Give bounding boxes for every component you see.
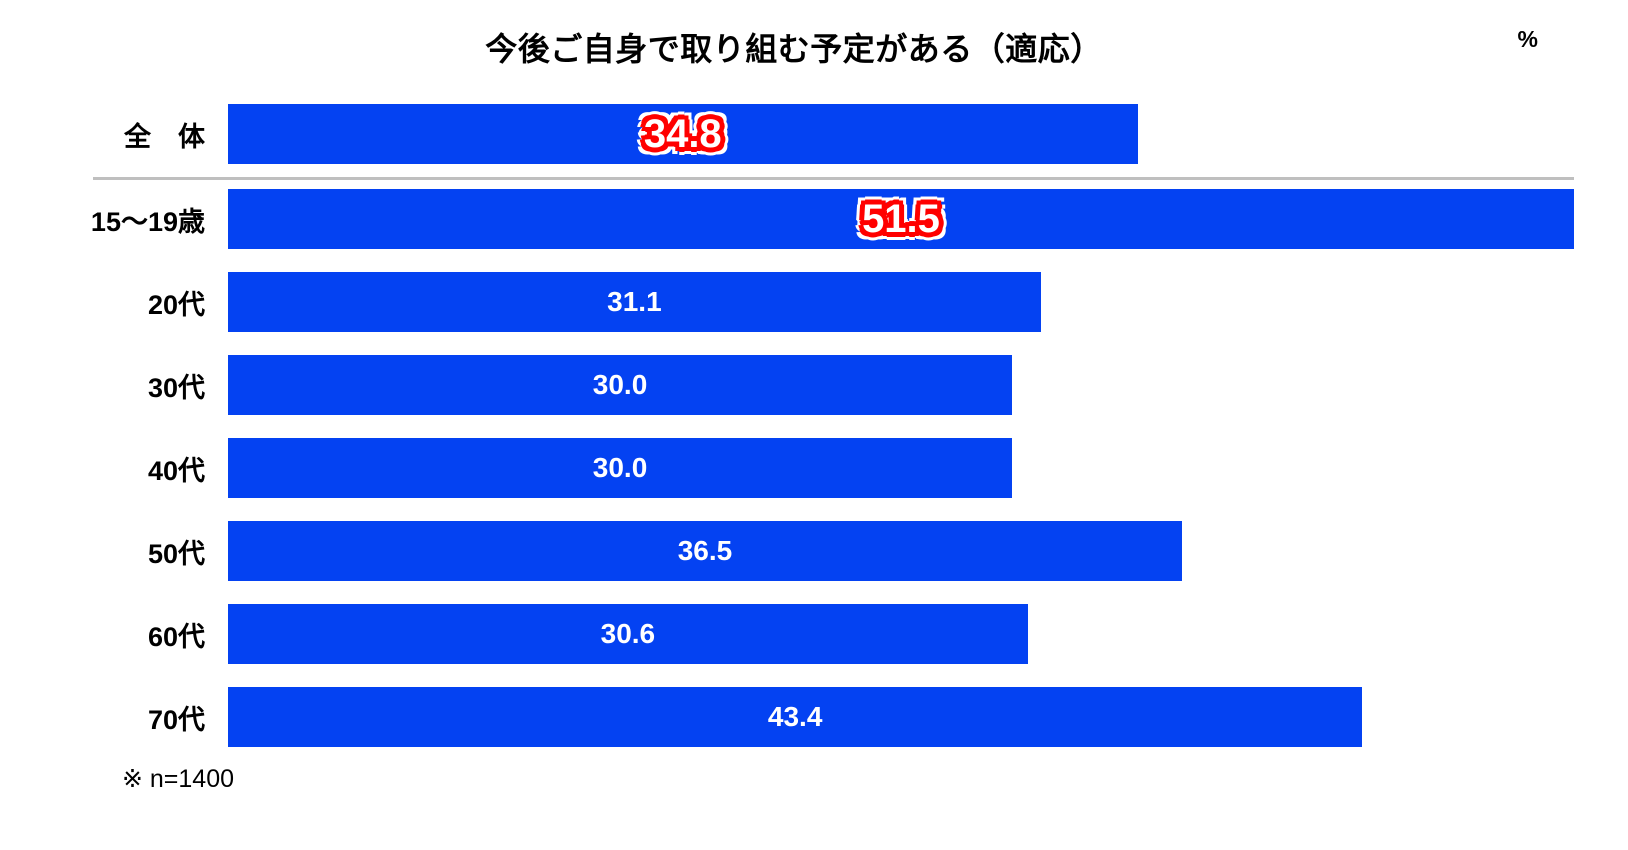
bar-row: 40代 30.0 xyxy=(0,438,1628,498)
bar-value-label: 30.6 xyxy=(600,618,656,649)
bar-area: 34.8 xyxy=(228,104,1574,164)
category-label: 40代 xyxy=(147,455,205,486)
category-label: 20代 xyxy=(147,289,205,320)
bar-row: 50代 36.5 xyxy=(0,521,1628,581)
category-label: 60代 xyxy=(147,621,205,652)
bar: 30.0 xyxy=(228,438,1013,498)
bar-area: 31.1 xyxy=(228,272,1574,332)
bar-area: 30.6 xyxy=(228,604,1574,664)
category-label: 70代 xyxy=(147,704,205,735)
bar-area: 30.0 xyxy=(228,355,1574,415)
bar-row: 30代 30.0 xyxy=(0,355,1628,415)
bar-value-label: 30.0 xyxy=(592,452,648,483)
category-label: 30代 xyxy=(147,372,205,403)
sample-size-note: ※ n=1400 xyxy=(122,765,235,793)
bar-row: 全 体 34.8 xyxy=(0,104,1628,164)
bar-row: 70代 43.4 xyxy=(0,687,1628,747)
bar-row: 15～19歳 51.5 xyxy=(0,189,1628,249)
bar-chart: 全 体 34.8 15～19歳 51.5 20代 31.1 xyxy=(0,104,1628,794)
bar-value-label: 30.0 xyxy=(592,369,648,400)
bar: 43.4 xyxy=(228,687,1363,747)
bar-area: 51.5 xyxy=(228,189,1574,249)
bar-area: 36.5 xyxy=(228,521,1574,581)
chart-title: 今後ご自身で取り組む予定がある（適応） xyxy=(485,31,1103,67)
bar: 30.0 xyxy=(228,355,1013,415)
category-label: 全 体 xyxy=(124,121,205,152)
category-label: 15～19歳 xyxy=(90,206,205,237)
bar-value-label: 36.5 xyxy=(677,535,733,566)
bar-area: 43.4 xyxy=(228,687,1574,747)
bar-row: 60代 30.6 xyxy=(0,604,1628,664)
bar-area: 30.0 xyxy=(228,438,1574,498)
bar-value-label: 31.1 xyxy=(607,286,662,317)
separator-line xyxy=(93,177,1574,180)
bar-value-label: 51.5 xyxy=(862,196,940,241)
bar: 30.6 xyxy=(228,604,1028,664)
category-label: 50代 xyxy=(147,538,205,569)
bar: 36.5 xyxy=(228,521,1182,581)
bar-row: 20代 31.1 xyxy=(0,272,1628,332)
bar-value-label: 34.8 xyxy=(643,111,722,156)
percent-unit-label: % xyxy=(1517,26,1538,52)
bar: 31.1 xyxy=(228,272,1041,332)
bar: 51.5 xyxy=(228,189,1574,249)
bar: 34.8 xyxy=(228,104,1138,164)
bar-value-label: 43.4 xyxy=(767,701,823,732)
